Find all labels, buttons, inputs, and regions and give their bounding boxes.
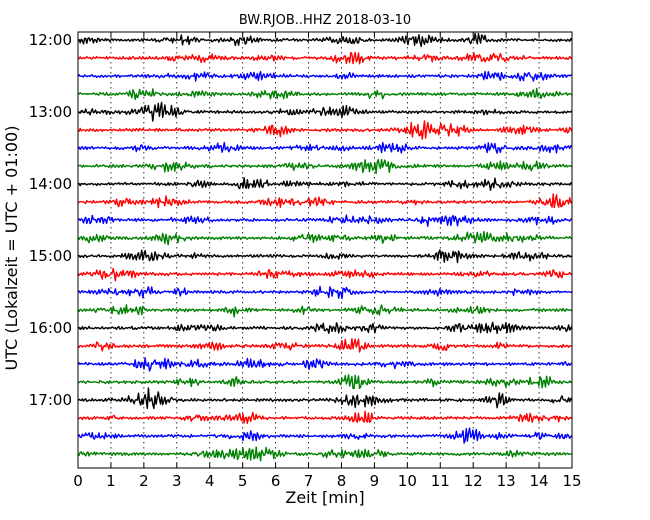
axis-ticks: [77, 32, 573, 468]
trace-1315: [77, 120, 573, 140]
trace-1545: [77, 304, 573, 318]
trace-1245: [77, 87, 573, 101]
x-tick-label: 9: [370, 472, 380, 490]
y-axis-tick-labels: 12:00 13:00 14:00 15:00 16:00 17:00: [29, 31, 72, 409]
y-axis-label: UTC (Lokalzeit = UTC + 01:00): [2, 126, 21, 371]
trace-1600: [78, 321, 573, 334]
x-tick-label: 7: [304, 472, 314, 490]
x-tick-label: 8: [337, 472, 347, 490]
y-tick-label: 12:00: [29, 31, 72, 49]
trace-1615: [77, 338, 573, 353]
x-tick-label: 2: [139, 472, 149, 490]
x-tick-label: 3: [172, 472, 182, 490]
trace-1230: [77, 70, 572, 82]
seismogram-traces: [77, 32, 573, 462]
trace-1400: [77, 177, 573, 191]
y-tick-label: 13:00: [29, 103, 72, 121]
y-tick-label: 14:00: [29, 175, 72, 193]
trace-1445: [77, 230, 573, 246]
trace-1200: [77, 32, 573, 48]
trace-1415: [77, 193, 573, 209]
x-tick-label: 14: [530, 472, 549, 490]
x-tick-label: 13: [497, 472, 516, 490]
trace-1515: [77, 267, 573, 282]
x-tick-label: 4: [205, 472, 215, 490]
plot-frame: [77, 31, 573, 469]
trace-1300: [78, 101, 573, 122]
x-tick-label: 1: [106, 472, 116, 490]
trace-1430: [77, 214, 573, 227]
x-axis-tick-labels: 0 1 2 3 4 5 6 7 8 9 10 11 12 13 14 15: [73, 472, 581, 490]
x-tick-label: 0: [73, 472, 83, 490]
y-tick-label: 16:00: [29, 319, 72, 337]
trace-1700: [77, 387, 573, 410]
x-tick-label: 11: [431, 472, 450, 490]
grid-lines: [110, 32, 540, 468]
trace-1745: [77, 446, 572, 462]
y-tick-label: 15:00: [29, 247, 72, 265]
chart-title: BW.RJOB..HHZ 2018-03-10: [239, 13, 411, 28]
trace-1215: [77, 51, 573, 65]
y-tick-label: 17:00: [29, 391, 72, 409]
trace-1530: [77, 285, 573, 300]
x-axis-label: Zeit [min]: [285, 488, 364, 507]
x-tick-label: 15: [562, 472, 581, 490]
trace-1630: [77, 357, 573, 372]
x-tick-label: 6: [271, 472, 281, 490]
trace-1730: [77, 427, 573, 444]
trace-1345: [77, 158, 573, 175]
trace-1500: [78, 249, 573, 264]
trace-1645: [77, 374, 572, 390]
x-tick-label: 5: [238, 472, 248, 490]
trace-1330: [77, 141, 573, 154]
trace-1715: [77, 410, 573, 425]
x-tick-label: 10: [398, 472, 417, 490]
x-tick-label: 12: [464, 472, 483, 490]
